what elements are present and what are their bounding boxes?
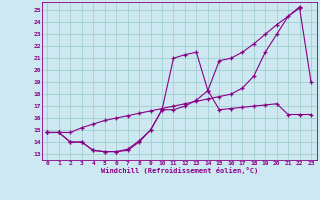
X-axis label: Windchill (Refroidissement éolien,°C): Windchill (Refroidissement éolien,°C) xyxy=(100,167,258,174)
